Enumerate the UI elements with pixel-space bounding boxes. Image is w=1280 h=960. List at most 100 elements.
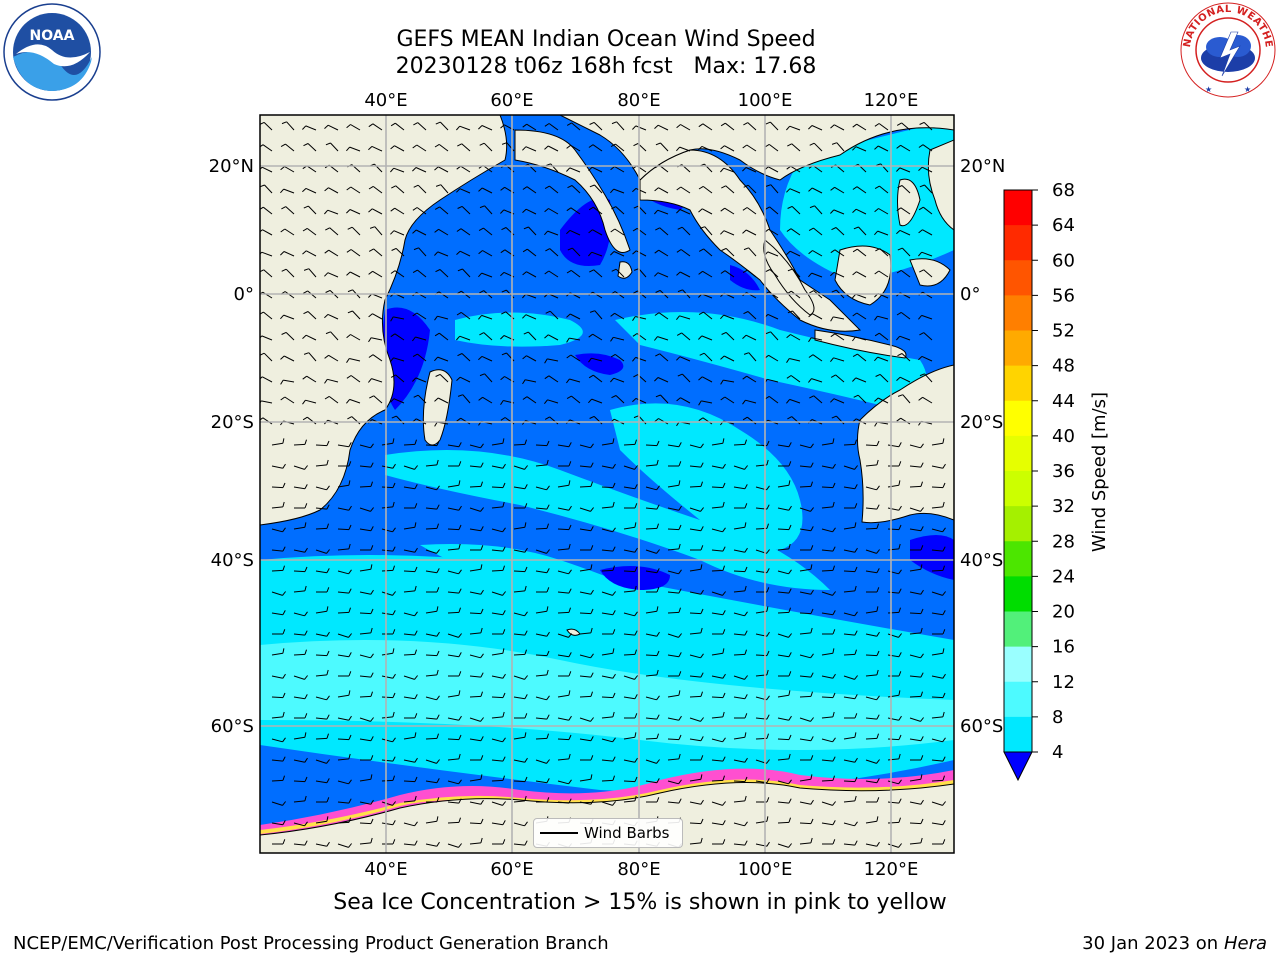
wind-barb-flag (304, 675, 308, 680)
wind-barb-flag (282, 775, 285, 781)
wind-barb-flag (808, 313, 813, 318)
wind-barb (579, 738, 591, 742)
wind-barb-flag (458, 671, 462, 677)
wind-barb-flag (942, 737, 946, 743)
wind-barb (594, 184, 603, 194)
wind-barb-flag (896, 311, 902, 316)
wind-barb-flag (348, 461, 352, 467)
wind-barb (887, 738, 900, 741)
wind-barb (263, 352, 273, 362)
wind-barb (592, 206, 603, 215)
wind-barb-flag (326, 568, 330, 573)
wind-barb (491, 486, 504, 489)
wind-barb (262, 376, 273, 383)
wind-barb-flag (898, 633, 902, 638)
wind-barb-flag (875, 248, 881, 252)
wind-barb-flag (700, 837, 703, 844)
wind-barb (769, 269, 779, 278)
wind-barb (623, 800, 635, 803)
wind-barb (733, 526, 745, 530)
wind-barb (460, 165, 471, 173)
wind-barb-flag (610, 377, 615, 383)
wind-barb (887, 694, 899, 698)
wind-barb-flag (280, 143, 286, 148)
wind-barb-flag (654, 187, 659, 192)
wind-barb-flag (260, 206, 264, 210)
wind-barb-flag (876, 523, 879, 529)
colorbar-tick-label: 60 (1052, 250, 1075, 271)
wind-barb-flag (852, 186, 858, 190)
wind-barb (526, 248, 537, 257)
wind-barb-flag (852, 377, 857, 382)
wind-barb (856, 271, 867, 278)
wind-barb (723, 167, 735, 173)
wind-barb-flag (808, 354, 814, 358)
wind-barb-flag (898, 753, 901, 760)
colorbar-tick-label: 40 (1052, 426, 1075, 447)
wind-barb-flag (326, 440, 330, 446)
wind-barb (921, 355, 933, 362)
wind-barb (733, 736, 745, 740)
wind-barb (843, 590, 855, 593)
wind-barb-flag (414, 675, 418, 680)
wind-barb-flag (456, 417, 462, 422)
wind-barb (900, 269, 911, 278)
wind-barb-flag (436, 549, 440, 554)
wind-barb-flag (632, 125, 637, 130)
wind-barb (548, 334, 559, 341)
wind-barb-flag (501, 352, 507, 356)
wind-barb-flag (896, 376, 901, 381)
wind-barb (481, 187, 493, 194)
wind-barb (745, 229, 757, 236)
wind-barb (271, 696, 284, 699)
wind-barb-flag (942, 648, 945, 654)
wind-barb (909, 654, 921, 659)
wind-barb-flag (654, 336, 658, 341)
wind-barb-flag (392, 501, 395, 508)
wind-barb-flag (260, 400, 262, 404)
wind-barb (821, 801, 833, 806)
wind-barb-flag (436, 669, 439, 676)
wind-barb (725, 185, 735, 194)
wind-barb (623, 590, 635, 593)
wind-barb-flag (764, 206, 770, 210)
wind-barb-flag (918, 251, 923, 257)
wind-barb-flag (370, 691, 373, 697)
wind-barb-flag (854, 547, 858, 553)
wind-barb (667, 694, 679, 698)
wind-barb-flag (544, 230, 549, 236)
wind-barb-flag (700, 672, 704, 678)
wind-barb (909, 675, 921, 678)
wind-barb (711, 801, 723, 806)
wind-barb (614, 166, 625, 173)
wind-barb (557, 738, 570, 741)
wind-barb (469, 591, 481, 595)
wind-barb-flag (588, 251, 593, 257)
wind-barb-flag (282, 820, 286, 825)
wind-barb (337, 843, 349, 848)
wind-barb (833, 209, 845, 215)
wind-barb-flag (392, 438, 395, 444)
wind-barb-flag (788, 798, 792, 804)
wind-barb (887, 507, 899, 511)
wind-barb-flag (282, 756, 286, 762)
wind-barb-flag (655, 353, 660, 357)
wind-barb-flag (392, 711, 395, 718)
wind-barb-flag (788, 569, 792, 575)
wind-barb (865, 717, 877, 720)
wind-barb (593, 269, 603, 278)
wind-barb (315, 507, 327, 510)
wind-barb (263, 269, 273, 278)
wind-barb-flag (346, 375, 352, 379)
wind-barb (403, 486, 415, 490)
wind-barb-flag (633, 374, 639, 378)
wind-barb (579, 528, 591, 532)
wind-barb-flag (546, 606, 549, 612)
wind-barb (394, 270, 405, 278)
map-frame (259, 114, 955, 854)
wind-barb (601, 779, 614, 782)
wind-barb-flag (722, 438, 725, 444)
wind-barb-flag (744, 484, 748, 489)
colorbar-bin (1004, 330, 1032, 367)
wind-barb-flag (810, 774, 813, 780)
